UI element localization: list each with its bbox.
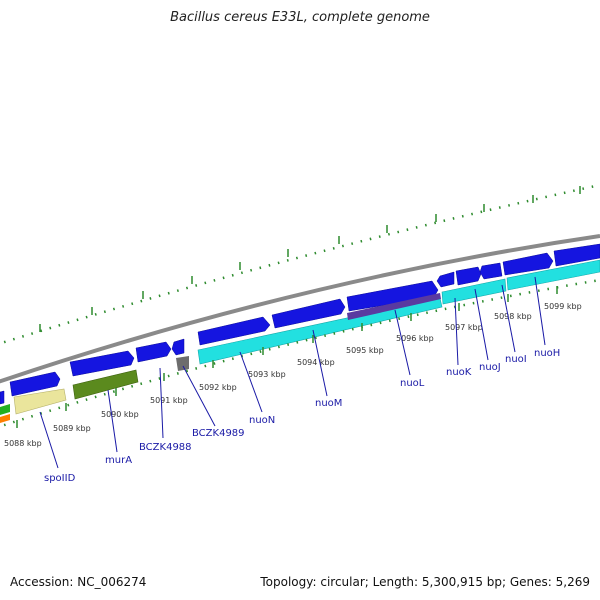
gene-label-nuoH: nuoH: [534, 348, 560, 359]
cds-feature: [13, 388, 67, 415]
gene-label-nuoN: nuoN: [249, 415, 275, 426]
cds-feature: [72, 369, 139, 400]
gene-label-BCZK4988: BCZK4988: [139, 442, 192, 453]
gene-arrow: [271, 298, 346, 329]
gene-label-BCZK4989: BCZK4989: [192, 428, 245, 439]
scale-label: 5098 kbp: [494, 312, 532, 321]
scale-label: 5092 kbp: [199, 383, 237, 392]
cds-feature: [441, 278, 507, 305]
cds-feature: [176, 356, 189, 371]
cds-feature: [506, 259, 600, 291]
gene-label-spoIID: spoIID: [44, 473, 76, 484]
gene-arrow: [197, 316, 271, 346]
outer-scale-ticks: [39, 186, 581, 332]
inner-scale-ticks: [16, 286, 558, 428]
gene-label-nuoM: nuoM: [315, 398, 342, 409]
scale-label: 5095 kbp: [346, 346, 384, 355]
gene-label-nuoI: nuoI: [505, 354, 527, 365]
gene-arrow: [553, 243, 600, 267]
scale-label: 5089 kbp: [53, 424, 91, 433]
genome-backbone: [0, 234, 600, 384]
scale-label: 5099 kbp: [544, 302, 582, 311]
scale-label: 5093 kbp: [248, 370, 286, 379]
reverse-strand-features: [0, 259, 600, 423]
gene-arrow: [346, 280, 439, 312]
scale-label: 5096 kbp: [396, 334, 434, 343]
gene-arrow: [479, 262, 503, 280]
gene-arrow: [0, 390, 5, 405]
gene-arrow: [9, 371, 61, 397]
genome-title: Bacillus cereus E33L, complete genome: [170, 10, 430, 25]
gene-arrow: [502, 252, 554, 276]
scale-label: 5094 kbp: [297, 358, 335, 367]
scale-label: 5097 kbp: [445, 323, 483, 332]
gene-arrow: [135, 341, 172, 363]
label-leaders: [39, 276, 546, 469]
scale-label: 5090 kbp: [101, 410, 139, 419]
gene-label-nuoK: nuoK: [446, 367, 472, 378]
cds-feature: [0, 414, 10, 423]
gene-label-nuoL: nuoL: [400, 378, 425, 389]
scale-labels: 5088 kbp 5089 kbp 5090 kbp 5091 kbp 5092…: [4, 302, 582, 448]
cds-feature: [347, 293, 441, 320]
gene-labels: spoIID murA BCZK4988 BCZK4989 nuoN nuoM …: [44, 348, 560, 484]
scale-label: 5088 kbp: [4, 439, 42, 448]
gene-arrow: [436, 271, 455, 288]
scale-label: 5091 kbp: [150, 396, 188, 405]
accession-text: Accession: NC_006274: [10, 575, 147, 589]
genome-summary-text: Topology: circular; Length: 5,300,915 bp…: [260, 575, 590, 589]
gene-label-murA: murA: [105, 455, 132, 466]
gene-arrow: [171, 338, 185, 356]
forward-strand-genes: [0, 243, 600, 405]
gene-label-nuoJ: nuoJ: [479, 362, 501, 373]
cds-feature: [0, 404, 10, 415]
gene-arrow: [69, 350, 135, 377]
gene-arrow: [455, 266, 482, 286]
